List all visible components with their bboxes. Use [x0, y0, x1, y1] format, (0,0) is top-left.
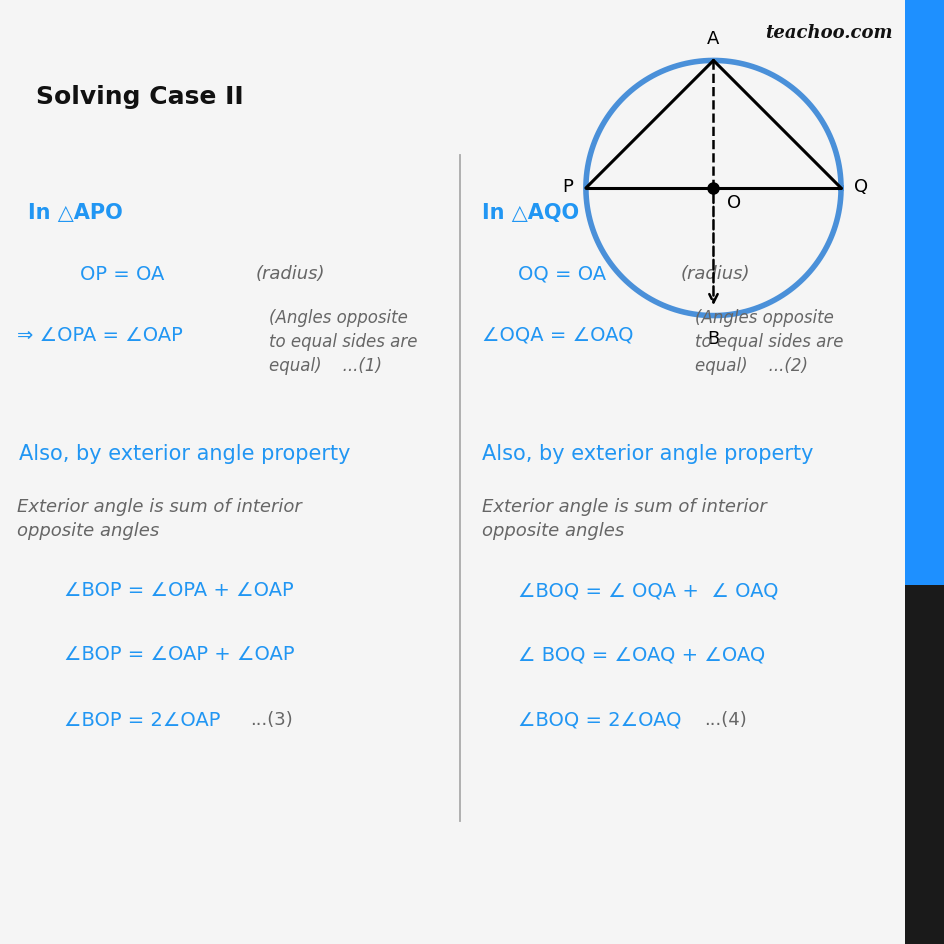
Text: Q: Q: [853, 177, 868, 196]
Text: (radius): (radius): [680, 264, 750, 283]
Text: Solving Case II: Solving Case II: [36, 85, 244, 109]
Text: ∠OQA = ∠OAQ: ∠OQA = ∠OAQ: [481, 326, 632, 345]
Text: (radius): (radius): [255, 264, 325, 283]
Text: ∠BOQ = 2∠OAQ: ∠BOQ = 2∠OAQ: [517, 710, 681, 729]
Text: In △APO: In △APO: [28, 202, 123, 223]
Text: ∠BOP = 2∠OAP: ∠BOP = 2∠OAP: [64, 710, 220, 729]
Bar: [904, 0, 944, 944]
Text: (Angles opposite: (Angles opposite: [269, 309, 408, 328]
Text: opposite angles: opposite angles: [481, 521, 624, 540]
Text: P: P: [561, 177, 572, 196]
Text: O: O: [726, 194, 740, 211]
Text: ∠ BOQ = ∠OAQ + ∠OAQ: ∠ BOQ = ∠OAQ + ∠OAQ: [517, 645, 765, 664]
Text: teachoo.com: teachoo.com: [765, 24, 892, 42]
Text: ∠BOQ = ∠ OQA +  ∠ OAQ: ∠BOQ = ∠ OQA + ∠ OAQ: [517, 581, 778, 599]
Text: In △AQO: In △AQO: [481, 202, 579, 223]
Text: B: B: [707, 329, 718, 347]
Text: OP = OA: OP = OA: [80, 264, 164, 283]
Text: (Angles opposite: (Angles opposite: [694, 309, 833, 328]
Text: Also, by exterior angle property: Also, by exterior angle property: [481, 443, 813, 464]
Text: to equal sides are: to equal sides are: [269, 332, 417, 351]
Text: ∠BOP = ∠OPA + ∠OAP: ∠BOP = ∠OPA + ∠OAP: [64, 581, 294, 599]
Text: A: A: [706, 30, 719, 48]
Text: ...(3): ...(3): [250, 710, 293, 729]
Text: ...(4): ...(4): [703, 710, 746, 729]
Text: equal)    ...(1): equal) ...(1): [269, 356, 382, 375]
Text: Exterior angle is sum of interior: Exterior angle is sum of interior: [481, 497, 766, 516]
Text: opposite angles: opposite angles: [17, 521, 160, 540]
Text: to equal sides are: to equal sides are: [694, 332, 842, 351]
Text: Also, by exterior angle property: Also, by exterior angle property: [19, 443, 350, 464]
Text: ⇒ ∠OPA = ∠OAP: ⇒ ∠OPA = ∠OAP: [17, 326, 182, 345]
Text: Exterior angle is sum of interior: Exterior angle is sum of interior: [17, 497, 301, 516]
Text: ∠BOP = ∠OAP + ∠OAP: ∠BOP = ∠OAP + ∠OAP: [64, 645, 295, 664]
Text: OQ = OA: OQ = OA: [517, 264, 605, 283]
Bar: [904, 585, 944, 944]
Text: equal)    ...(2): equal) ...(2): [694, 356, 807, 375]
